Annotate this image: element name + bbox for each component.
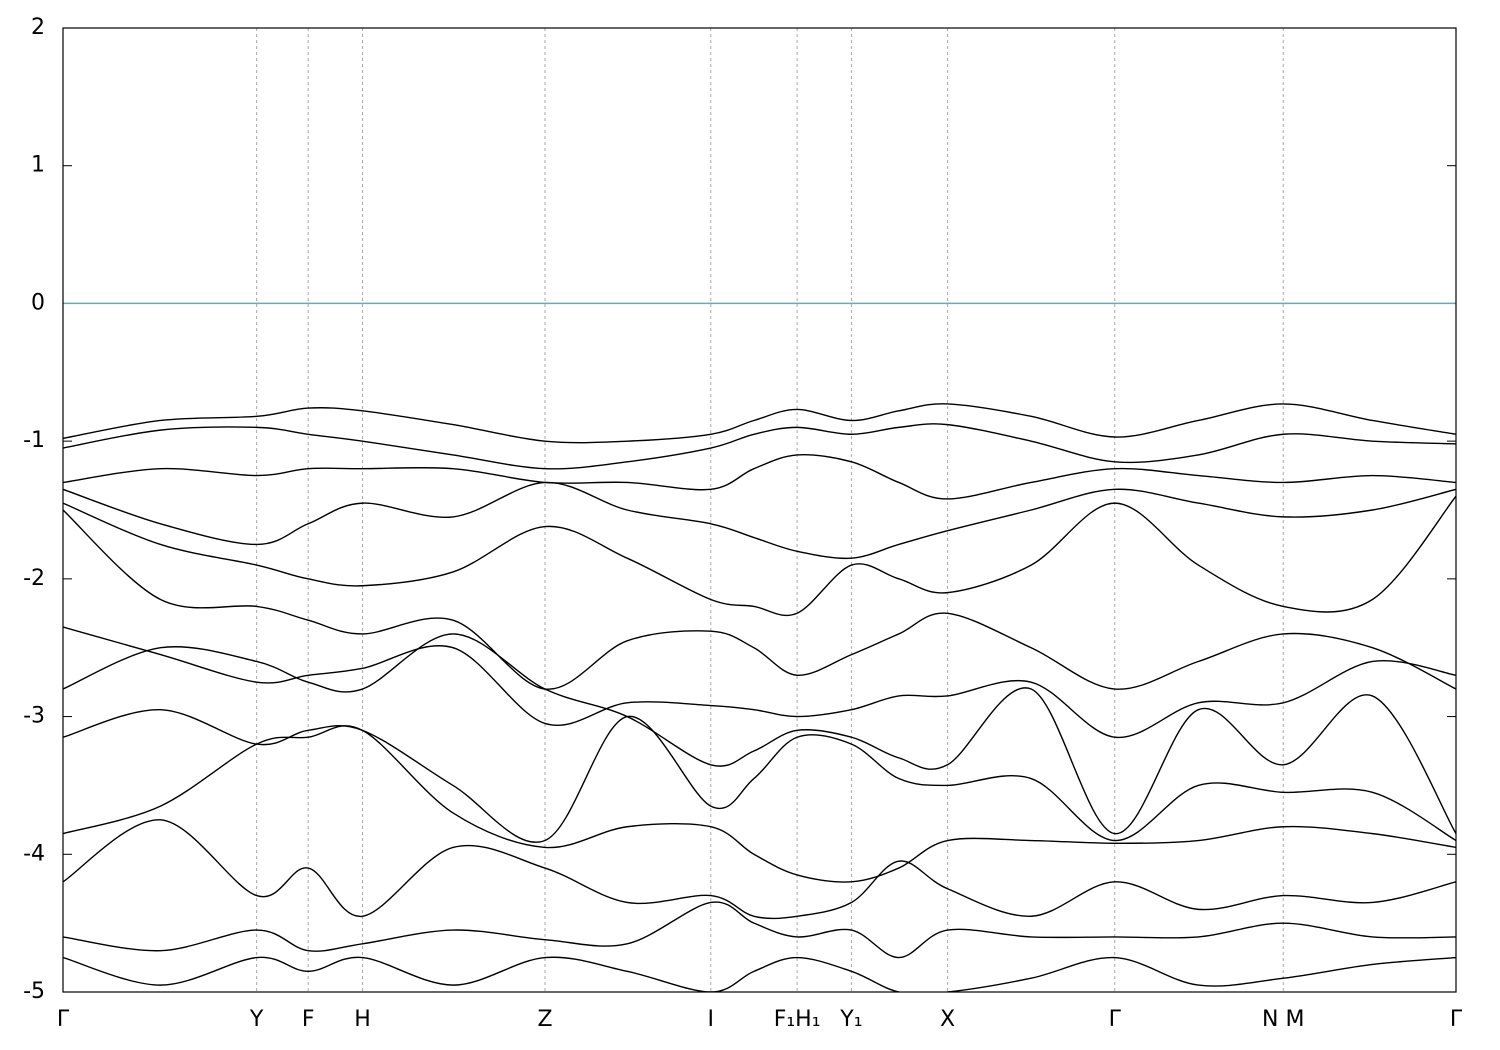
band-line [63,626,1456,738]
y-tick-label: -2 [23,566,45,591]
x-tick-label: H [354,1007,371,1032]
x-tick-label: Y [249,1007,264,1032]
x-tick-label: Γ [57,1007,70,1032]
band-line [63,633,1456,835]
x-tick-label: Γ [1450,1007,1463,1032]
band-line [63,901,1456,959]
y-tick-label: -4 [23,841,45,866]
band-line [63,708,1456,843]
x-tick-label: Z [537,1007,552,1032]
band-line [63,481,1456,560]
band-line [63,819,1456,920]
y-tick-label: 1 [31,153,45,178]
band-line [63,495,1456,617]
bands [63,403,1456,992]
y-tick-label: -5 [23,979,45,1004]
band-line [63,725,1456,883]
x-tick-label: X [940,1007,955,1032]
band-line [63,423,1456,470]
x-tick-label: Y₁ [839,1007,862,1032]
band-line [63,509,1456,690]
y-tick-label: 2 [31,15,45,40]
y-tick-label: -3 [23,704,45,729]
x-tick-label: I [707,1007,714,1032]
band-line [63,453,1456,500]
y-tick-label: -1 [23,428,45,453]
band-line [63,956,1456,992]
x-tick-label: N M [1262,1007,1304,1032]
x-tick-label: Γ [1109,1007,1122,1032]
band-line [63,403,1456,444]
y-tick-label: 0 [31,290,45,315]
x-tick-label: F [302,1007,315,1032]
plot-frame [62,27,1457,993]
x-tick-label: F₁H₁ [774,1007,821,1032]
